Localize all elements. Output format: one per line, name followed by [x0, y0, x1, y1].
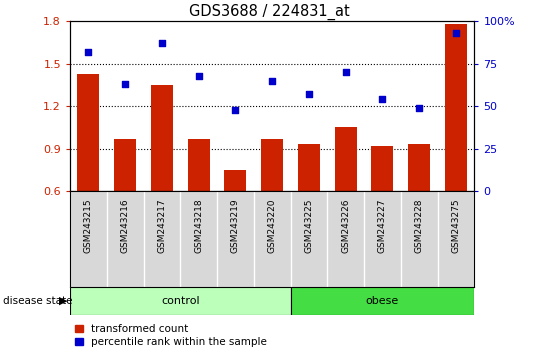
Bar	[298, 144, 320, 276]
Text: GSM243215: GSM243215	[84, 199, 93, 253]
Text: GSM243226: GSM243226	[341, 199, 350, 253]
Point	[415, 105, 424, 111]
Point	[341, 69, 350, 75]
Text: control: control	[161, 296, 199, 306]
Point	[305, 91, 313, 97]
Text: GSM243275: GSM243275	[452, 199, 460, 253]
Bar	[114, 139, 136, 276]
Text: GSM243228: GSM243228	[414, 199, 424, 253]
Point	[157, 40, 166, 46]
Point	[268, 78, 277, 84]
Text: GSM243217: GSM243217	[157, 199, 167, 253]
Bar	[291, 287, 474, 315]
Bar	[261, 139, 283, 276]
Text: GDS3688 / 224831_at: GDS3688 / 224831_at	[189, 4, 350, 20]
Text: GSM243218: GSM243218	[194, 199, 203, 253]
Point	[121, 81, 129, 87]
Text: GSM243219: GSM243219	[231, 199, 240, 253]
Bar	[408, 144, 430, 276]
Bar	[335, 127, 357, 276]
Point	[378, 97, 387, 102]
Text: GSM243220: GSM243220	[268, 199, 277, 253]
Bar	[445, 24, 467, 276]
Text: disease state: disease state	[3, 296, 72, 306]
Text: ▶: ▶	[59, 296, 67, 306]
Text: GSM243227: GSM243227	[378, 199, 387, 253]
Point	[231, 107, 240, 113]
Legend: transformed count, percentile rank within the sample: transformed count, percentile rank withi…	[75, 324, 267, 347]
Bar	[188, 139, 210, 276]
Bar	[70, 287, 291, 315]
Text: GSM243225: GSM243225	[305, 199, 314, 253]
Bar	[371, 146, 393, 276]
Point	[84, 49, 93, 55]
Text: GSM243216: GSM243216	[121, 199, 130, 253]
Bar	[224, 170, 246, 276]
Text: obese: obese	[366, 296, 399, 306]
Bar	[151, 85, 173, 276]
Point	[452, 30, 460, 36]
Point	[195, 73, 203, 79]
Bar	[78, 74, 100, 276]
